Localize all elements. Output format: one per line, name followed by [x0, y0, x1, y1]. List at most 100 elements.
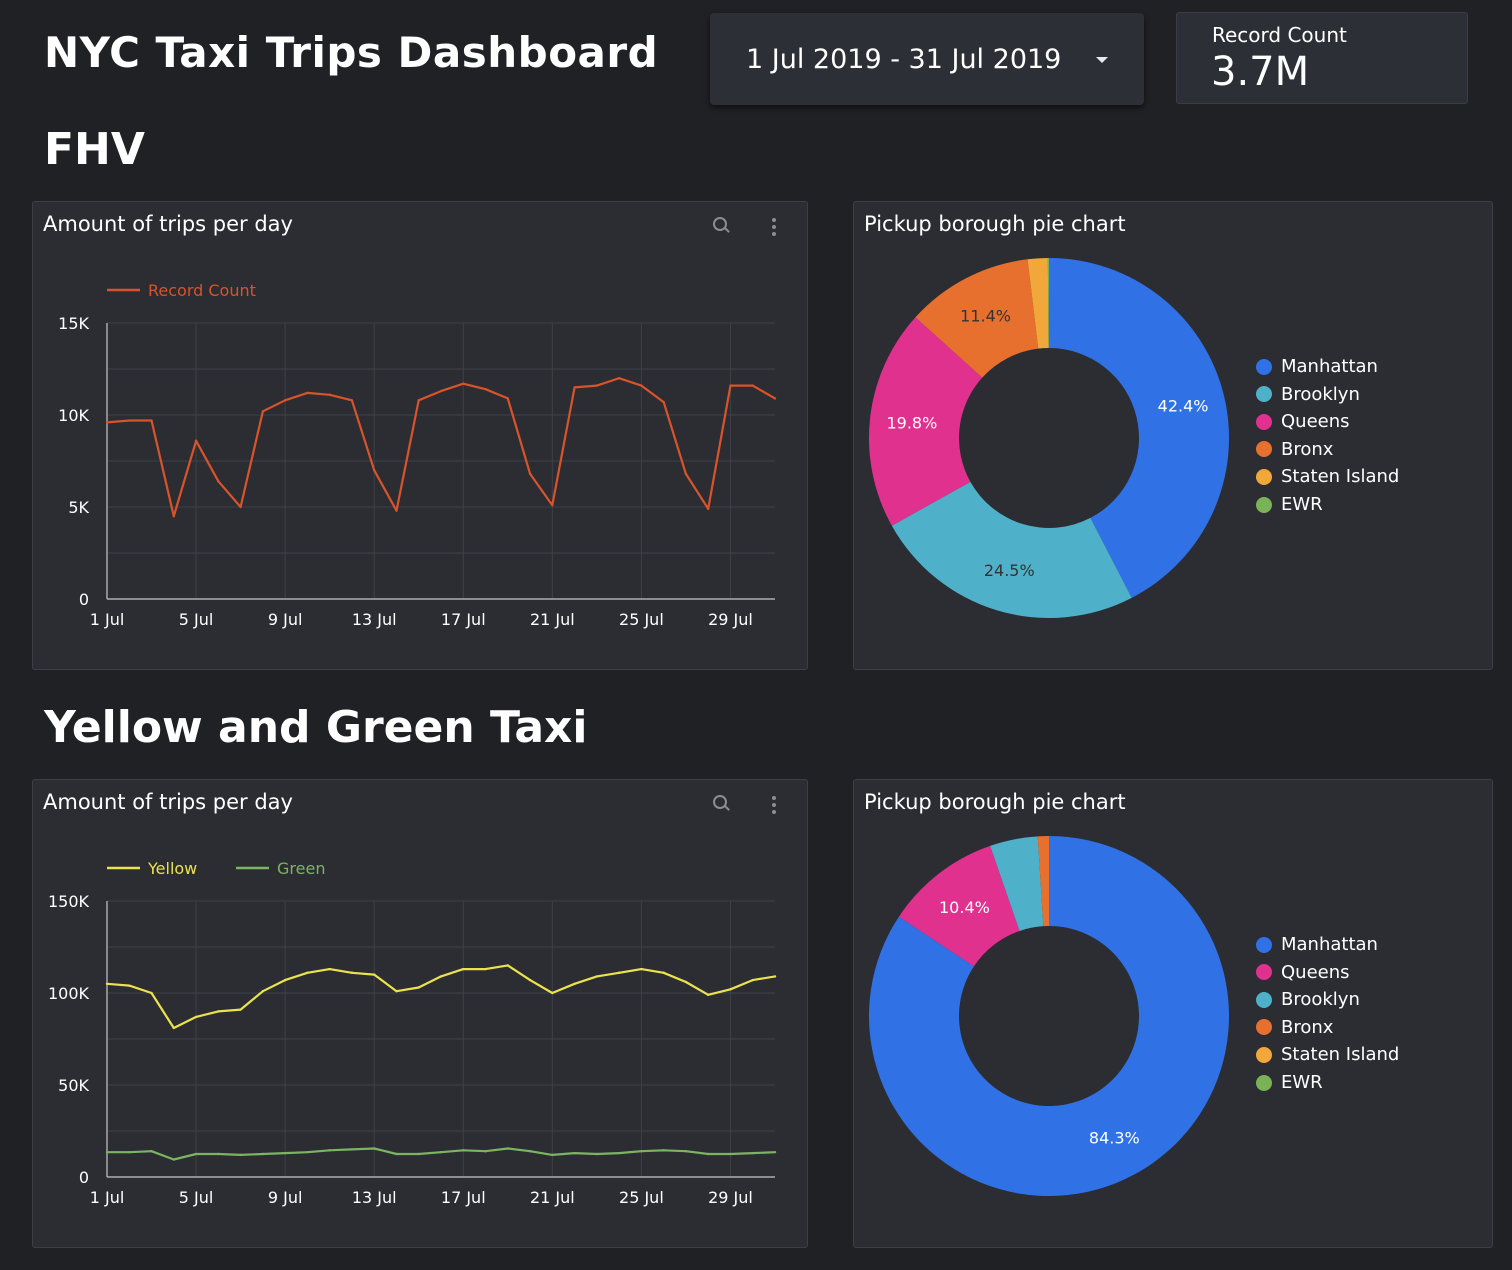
data-point	[217, 1010, 219, 1012]
data-point	[662, 1149, 664, 1151]
data-point	[774, 975, 776, 977]
x-tick-label: 25 Jul	[619, 610, 664, 629]
data-point	[596, 1153, 598, 1155]
data-point	[707, 1153, 709, 1155]
legend-dot	[1256, 1019, 1272, 1035]
legend-item-ewr[interactable]: EWR	[1256, 1072, 1323, 1093]
pie-slice-label: 42.4%	[1158, 396, 1209, 415]
data-point	[440, 975, 442, 977]
y-tick-label: 5K	[68, 498, 89, 517]
legend-label: Yellow	[147, 859, 197, 878]
legend-item-bronx[interactable]: Bronx	[1256, 439, 1333, 460]
pie-slice-label: 11.4%	[960, 306, 1011, 325]
data-point	[195, 1016, 197, 1018]
legend-dot	[1256, 386, 1272, 402]
data-point	[729, 988, 731, 990]
data-point	[707, 508, 709, 510]
series-line-green	[107, 1149, 775, 1160]
y-tick-label: 0	[79, 590, 89, 609]
legend-item-manhattan[interactable]: Manhattan	[1256, 934, 1378, 955]
legend-item-staten-island[interactable]: Staten Island	[1256, 466, 1399, 487]
data-point	[150, 992, 152, 994]
legend-item-brooklyn[interactable]: Brooklyn	[1256, 384, 1360, 405]
data-point	[328, 394, 330, 396]
chevron-down-icon[interactable]	[1096, 57, 1108, 63]
legend-item-queens[interactable]: Queens	[1256, 411, 1350, 432]
pie-slice-label: 84.3%	[1089, 1129, 1140, 1148]
taxi-line-chart: 0 50K 100K 150K 1 Jul 5 Jul 9 Jul 13 Jul 17 Jul 2…	[33, 780, 807, 1247]
data-point	[573, 983, 575, 985]
scorecard-label: Record Count	[1212, 23, 1347, 47]
legend-dot	[1256, 497, 1272, 513]
data-point	[529, 473, 531, 475]
legend-dot	[1256, 414, 1272, 430]
legend-item-queens[interactable]: Queens	[1256, 962, 1350, 983]
data-point	[685, 1150, 687, 1152]
data-point	[284, 399, 286, 401]
data-point	[306, 1151, 308, 1153]
pie-slice-label: 10.4%	[939, 898, 990, 917]
legend-dot	[1256, 441, 1272, 457]
pie-slice-label: 19.8%	[886, 413, 937, 432]
data-point	[395, 509, 397, 511]
data-point	[685, 981, 687, 983]
data-point	[195, 1153, 197, 1155]
data-point	[173, 515, 175, 517]
legend-item-brooklyn[interactable]: Brooklyn	[1256, 989, 1360, 1010]
x-tick-label: 17 Jul	[441, 1188, 486, 1207]
y-tick-label: 10K	[58, 406, 89, 425]
data-point	[418, 1153, 420, 1155]
data-point	[551, 1154, 553, 1156]
data-point	[573, 1152, 575, 1154]
data-point	[418, 986, 420, 988]
date-range-control[interactable]: 1 Jul 2019 - 31 Jul 2019	[710, 13, 1144, 105]
data-point	[596, 975, 598, 977]
data-point	[529, 1150, 531, 1152]
data-point	[551, 992, 553, 994]
data-point	[239, 1154, 241, 1156]
y-tick-label: 0	[79, 1168, 89, 1187]
data-point	[128, 1151, 130, 1153]
legend-dot	[1256, 359, 1272, 375]
data-point	[106, 421, 108, 423]
legend-item-staten-island[interactable]: Staten Island	[1256, 1044, 1399, 1065]
legend-label: Bronx	[1281, 439, 1333, 460]
legend-label: EWR	[1281, 1072, 1323, 1093]
legend-label: Green	[277, 859, 325, 878]
x-tick-label: 1 Jul	[90, 1188, 125, 1207]
data-point	[306, 972, 308, 974]
data-point	[373, 469, 375, 471]
y-tick-label: 15K	[58, 314, 89, 333]
data-point	[262, 1153, 264, 1155]
x-tick-label: 29 Jul	[708, 1188, 753, 1207]
data-point	[217, 480, 219, 482]
legend-item-manhattan[interactable]: Manhattan	[1256, 356, 1378, 377]
data-point	[462, 968, 464, 970]
data-point	[418, 399, 420, 401]
taxi-trips-chart-panel: Amount of trips per day 0 50K 100K 150K 1 Ju…	[32, 779, 808, 1248]
data-point	[752, 384, 754, 386]
data-point	[529, 979, 531, 981]
y-tick-label: 100K	[48, 984, 90, 1003]
taxi-borough-pie-panel: Pickup borough pie chart 84.3% 10.4% Manh…	[853, 779, 1493, 1248]
fhv-trips-chart-panel: Amount of trips per day 0 5K 10K 15K 1 Jul 5 …	[32, 201, 808, 670]
legend-item-bronx[interactable]: Bronx	[1256, 1017, 1333, 1038]
legend-label: Queens	[1281, 411, 1350, 432]
x-tick-label: 25 Jul	[619, 1188, 664, 1207]
legend-label: Record Count	[148, 281, 256, 300]
data-point	[707, 994, 709, 996]
legend-label: Manhattan	[1281, 934, 1378, 955]
record-count-scorecard: Record Count 3.7M	[1176, 12, 1468, 104]
dashboard-title: NYC Taxi Trips Dashboard	[44, 28, 658, 77]
x-tick-label: 29 Jul	[708, 610, 753, 629]
data-point	[239, 1008, 241, 1010]
fhv-line-chart: 05K10K15K1 Jul 5 Jul 9 Jul 13 Jul 17 Jul 21 J…	[33, 202, 807, 669]
data-point	[484, 1150, 486, 1152]
legend-dot	[1256, 1075, 1272, 1091]
fhv-borough-pie-panel: Pickup borough pie chart 42.4% 24.5% 19.8%…	[853, 201, 1493, 670]
data-point	[351, 399, 353, 401]
legend-item-ewr[interactable]: EWR	[1256, 494, 1323, 515]
legend-label: Brooklyn	[1281, 384, 1360, 405]
data-point	[128, 419, 130, 421]
section-title-taxi: Yellow and Green Taxi	[44, 702, 588, 753]
